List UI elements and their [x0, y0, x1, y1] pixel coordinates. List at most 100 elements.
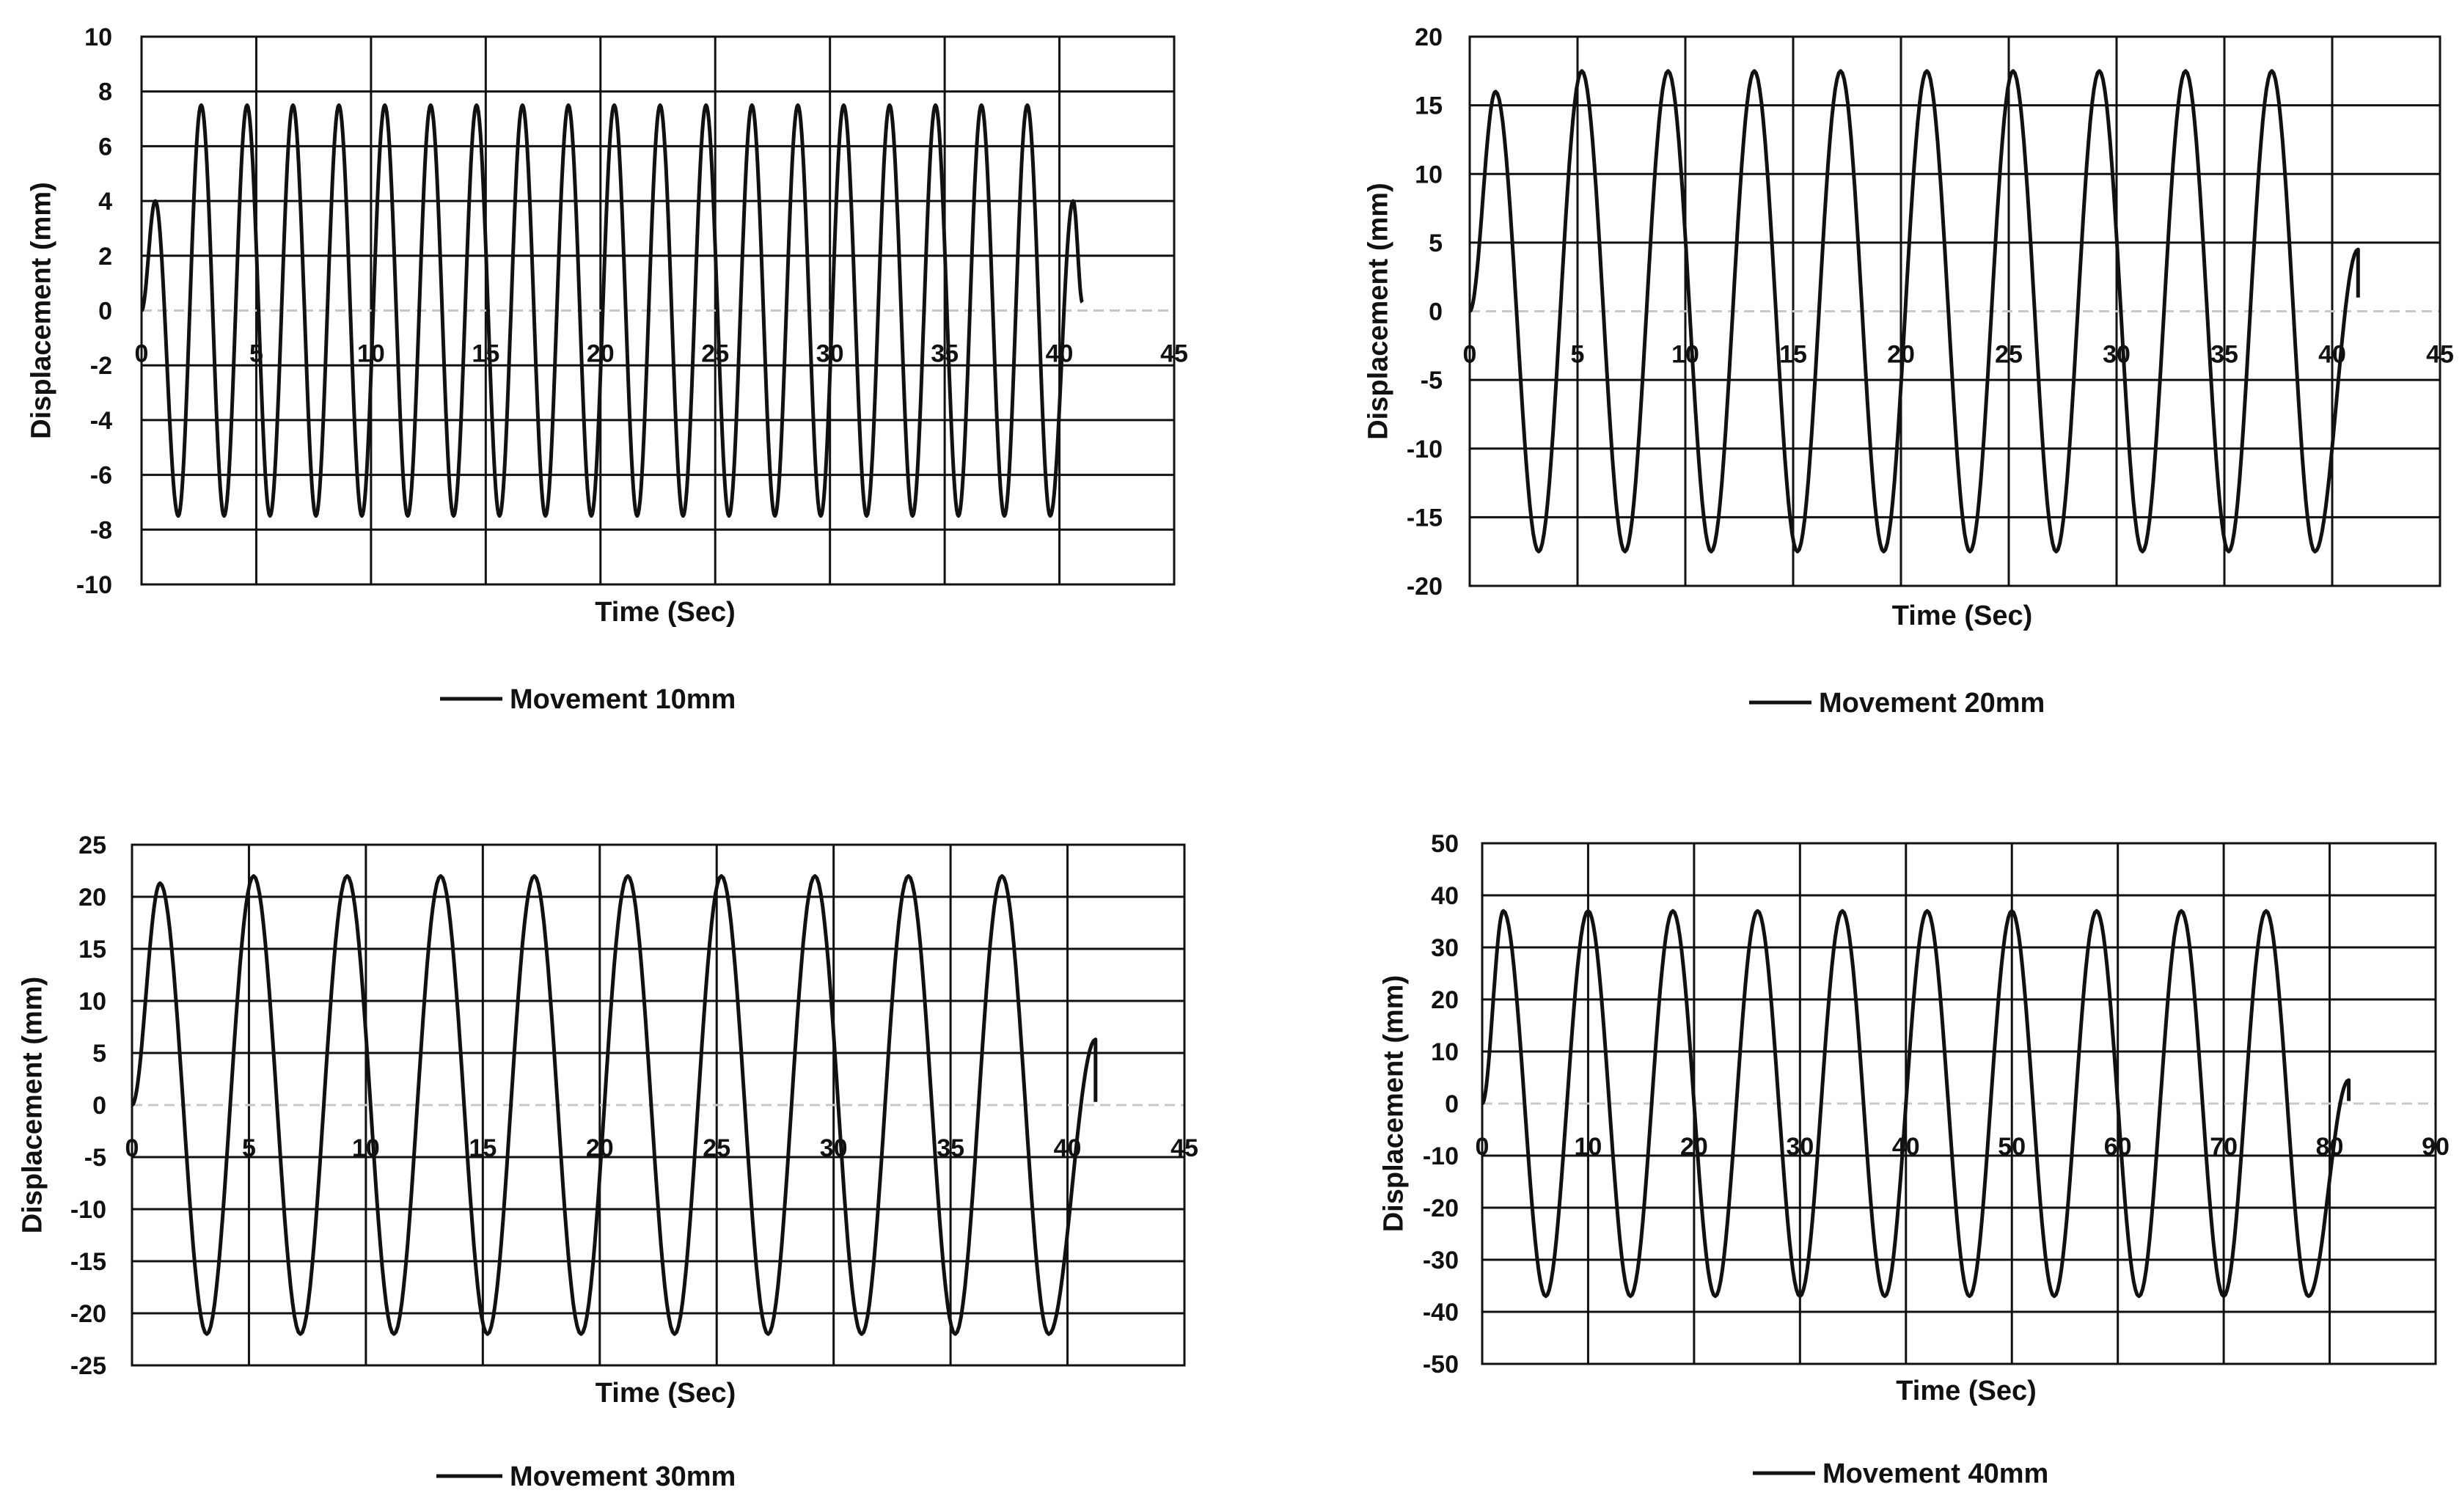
y-tick-label: -10 [1407, 436, 1443, 463]
y-tick-label: 15 [1415, 92, 1443, 120]
y-tick-label: -10 [76, 571, 112, 599]
y-tick-label: 8 [98, 78, 112, 106]
x-tick-label: 80 [2316, 1133, 2344, 1161]
y-tick-label: 25 [78, 832, 106, 859]
y-tick-label: -8 [90, 516, 112, 544]
x-tick-label: 15 [1779, 341, 1807, 369]
y-tick-label: -5 [1421, 367, 1443, 394]
x-axis-ticks: 0 5 10 15 20 25 30 35 40 45 [135, 340, 1188, 368]
y-axis-title: Displacement (mm) [1363, 183, 1393, 440]
x-tick-label: 35 [937, 1134, 964, 1162]
x-axis-title: Time (Sec) [595, 597, 735, 628]
x-tick-label: 35 [931, 340, 959, 368]
x-tick-label: 70 [2210, 1133, 2238, 1161]
legend-label: Movement 40mm [1822, 1458, 2048, 1489]
y-tick-label: -10 [70, 1196, 106, 1224]
x-tick-label: 5 [242, 1134, 256, 1162]
y-tick-label: -20 [1423, 1194, 1459, 1222]
chart-movement-30mm: 0 5 10 15 20 25 30 35 40 45 -25-20-15-10-50510152… [17, 832, 1198, 1492]
x-tick-label: 10 [1671, 341, 1699, 369]
y-axis-ticks: -50 -40 -30 -20 -10 0 10 20 30 40 50 [1423, 830, 1459, 1379]
x-tick-label: 60 [2104, 1133, 2132, 1161]
x-axis-ticks: 0 5 10 15 20 25 30 35 40 45 [1463, 341, 2454, 369]
y-tick-label: 5 [92, 1040, 106, 1068]
y-tick-label: 30 [1431, 934, 1459, 962]
x-tick-label: 20 [1680, 1133, 1708, 1161]
y-tick-label: 0 [98, 298, 112, 326]
y-tick-label: -30 [1423, 1247, 1459, 1274]
y-tick-label: -2 [90, 352, 112, 380]
y-tick-label: -5 [84, 1144, 106, 1172]
x-tick-label: 0 [1476, 1133, 1490, 1161]
legend-label: Movement 20mm [1819, 688, 2045, 719]
y-tick-label: 20 [78, 884, 106, 911]
y-tick-label: 10 [78, 988, 106, 1016]
x-tick-label: 10 [1575, 1133, 1602, 1161]
legend-label: Movement 10mm [510, 684, 736, 715]
y-axis-ticks: -20 -15 -10 -5 0 5 10 15 20 [1407, 23, 1443, 601]
x-axis-title: Time (Sec) [596, 1378, 736, 1409]
x-tick-label: 50 [1998, 1133, 2026, 1161]
x-axis-title: Time (Sec) [1892, 601, 2032, 631]
y-tick-label: -25 [70, 1352, 106, 1380]
y-axis-ticks: -10 -8 -6 -4 -2 0 2 4 6 8 10 [76, 23, 112, 599]
y-tick-label: 0 [1445, 1090, 1459, 1118]
y-tick-label: 5 [1429, 230, 1443, 257]
x-tick-label: 40 [1046, 340, 1074, 368]
y-tick-label: 40 [1431, 882, 1459, 910]
y-axis-title: Displacement (mm) [17, 977, 48, 1234]
x-tick-label: 5 [1571, 341, 1585, 369]
y-tick-label: -6 [90, 462, 112, 490]
legend-label: Movement 30mm [510, 1461, 736, 1492]
x-tick-label: 0 [125, 1134, 139, 1162]
y-tick-label: 0 [1429, 298, 1443, 326]
y-axis-title: Displacement (mm) [26, 182, 56, 439]
x-tick-label: 90 [2422, 1133, 2450, 1161]
x-tick-label: 40 [1892, 1133, 1920, 1161]
x-tick-label: 30 [2103, 341, 2131, 369]
y-axis-title: Displacement (mm) [1378, 975, 1409, 1233]
y-tick-label: -20 [1407, 573, 1443, 601]
y-tick-label: 20 [1431, 986, 1459, 1014]
y-tick-label: -40 [1423, 1299, 1459, 1326]
y-tick-label: 2 [98, 243, 112, 271]
y-tick-label: -10 [1423, 1142, 1459, 1170]
y-tick-label: -4 [90, 407, 112, 435]
y-tick-label: 0 [92, 1092, 106, 1120]
y-tick-label: 4 [98, 188, 112, 216]
y-tick-label: 10 [1415, 161, 1443, 188]
x-tick-label: 45 [2426, 341, 2454, 369]
y-tick-label: -15 [1407, 504, 1443, 532]
x-tick-label: 45 [1160, 340, 1188, 368]
series-line-movement-20mm [1468, 69, 2360, 554]
y-tick-label: 10 [1431, 1038, 1459, 1066]
x-tick-label: 45 [1170, 1134, 1198, 1162]
y-tick-label: -20 [70, 1300, 106, 1328]
chart-movement-40mm: 0 10 20 30 40 50 60 70 80 90 -50 -40 -30 -20 -10 0 10 20… [1378, 830, 2450, 1489]
x-tick-label: 0 [135, 340, 149, 368]
x-tick-label: 0 [1463, 341, 1477, 369]
x-tick-label: 30 [1786, 1133, 1814, 1161]
y-tick-label: -15 [70, 1248, 106, 1276]
y-tick-label: 20 [1415, 23, 1443, 51]
x-tick-label: 15 [472, 340, 499, 368]
y-axis-ticks: -25 -20 -15 -10 -5 0 5 10 15 20 25 [70, 832, 106, 1380]
x-tick-label: 35 [2210, 341, 2238, 369]
y-tick-label: 6 [98, 133, 112, 161]
y-tick-label: 50 [1431, 830, 1459, 858]
y-tick-label: 10 [84, 23, 112, 51]
series-line-movement-30mm [131, 874, 1098, 1336]
x-tick-label: 25 [1995, 341, 2023, 369]
series-line-movement-40mm [1481, 909, 2351, 1299]
x-tick-label: 25 [701, 340, 729, 368]
x-axis-title: Time (Sec) [1896, 1376, 2036, 1406]
series-line-movement-10mm [140, 103, 1084, 518]
y-tick-label: -50 [1423, 1351, 1459, 1379]
x-tick-label: 25 [703, 1134, 730, 1162]
y-tick-label: 15 [78, 936, 106, 964]
x-axis-ticks: 0 10 20 30 40 50 60 70 80 90 [1476, 1133, 2450, 1161]
x-tick-label: 15 [469, 1134, 497, 1162]
